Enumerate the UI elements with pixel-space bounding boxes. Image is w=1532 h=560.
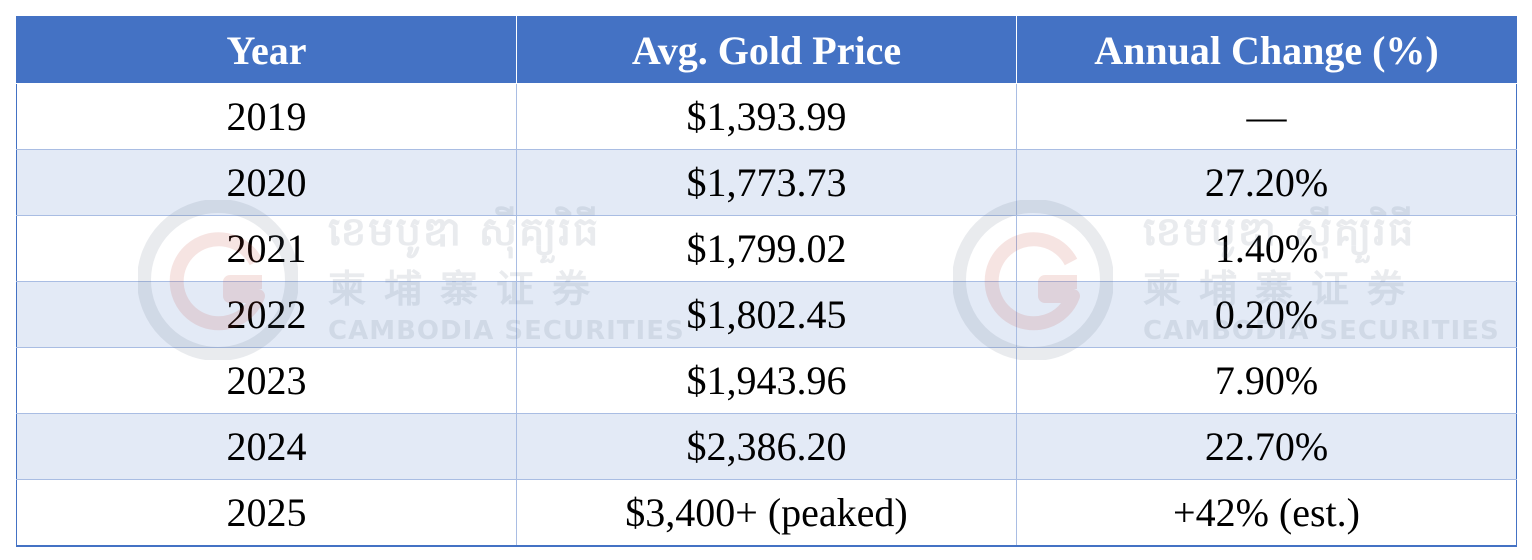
- table-row: 2025 $3,400+ (peaked) +42% (est.): [16, 479, 1517, 547]
- cell-annual-change: 1.40%: [1016, 215, 1517, 282]
- cell-year: 2024: [16, 413, 517, 480]
- column-header-annual-change: Annual Change (%): [1016, 16, 1517, 84]
- cell-annual-change: 22.70%: [1016, 413, 1517, 480]
- table-row: 2019 $1,393.99 —: [16, 83, 1517, 150]
- table-row: 2021 $1,799.02 1.40%: [16, 215, 1517, 282]
- table-row: 2020 $1,773.73 27.20%: [16, 149, 1517, 216]
- header-row: Year Avg. Gold Price Annual Change (%): [16, 16, 1517, 84]
- cell-avg-gold-price: $1,943.96: [516, 347, 1017, 414]
- table-row: 2022 $1,802.45 0.20%: [16, 281, 1517, 348]
- cell-avg-gold-price: $1,393.99: [516, 83, 1017, 150]
- cell-annual-change: 7.90%: [1016, 347, 1517, 414]
- table-body: 2019 $1,393.99 — 2020 $1,773.73 27.20% 2…: [16, 83, 1517, 547]
- cell-annual-change: —: [1016, 83, 1517, 150]
- cell-year: 2025: [16, 479, 517, 547]
- cell-year: 2022: [16, 281, 517, 348]
- cell-avg-gold-price: $2,386.20: [516, 413, 1017, 480]
- cell-annual-change: +42% (est.): [1016, 479, 1517, 547]
- gold-price-table-container: Year Avg. Gold Price Annual Change (%) 2…: [16, 16, 1517, 547]
- cell-year: 2019: [16, 83, 517, 150]
- gold-price-table: Year Avg. Gold Price Annual Change (%) 2…: [16, 16, 1517, 547]
- cell-year: 2023: [16, 347, 517, 414]
- table-row: 2023 $1,943.96 7.90%: [16, 347, 1517, 414]
- table-row: 2024 $2,386.20 22.70%: [16, 413, 1517, 480]
- table-header: Year Avg. Gold Price Annual Change (%): [16, 16, 1517, 84]
- cell-year: 2021: [16, 215, 517, 282]
- cell-avg-gold-price: $1,802.45: [516, 281, 1017, 348]
- cell-avg-gold-price: $3,400+ (peaked): [516, 479, 1017, 547]
- cell-annual-change: 27.20%: [1016, 149, 1517, 216]
- column-header-avg-gold-price: Avg. Gold Price: [516, 16, 1017, 84]
- column-header-year: Year: [16, 16, 517, 84]
- cell-avg-gold-price: $1,773.73: [516, 149, 1017, 216]
- cell-annual-change: 0.20%: [1016, 281, 1517, 348]
- cell-year: 2020: [16, 149, 517, 216]
- cell-avg-gold-price: $1,799.02: [516, 215, 1017, 282]
